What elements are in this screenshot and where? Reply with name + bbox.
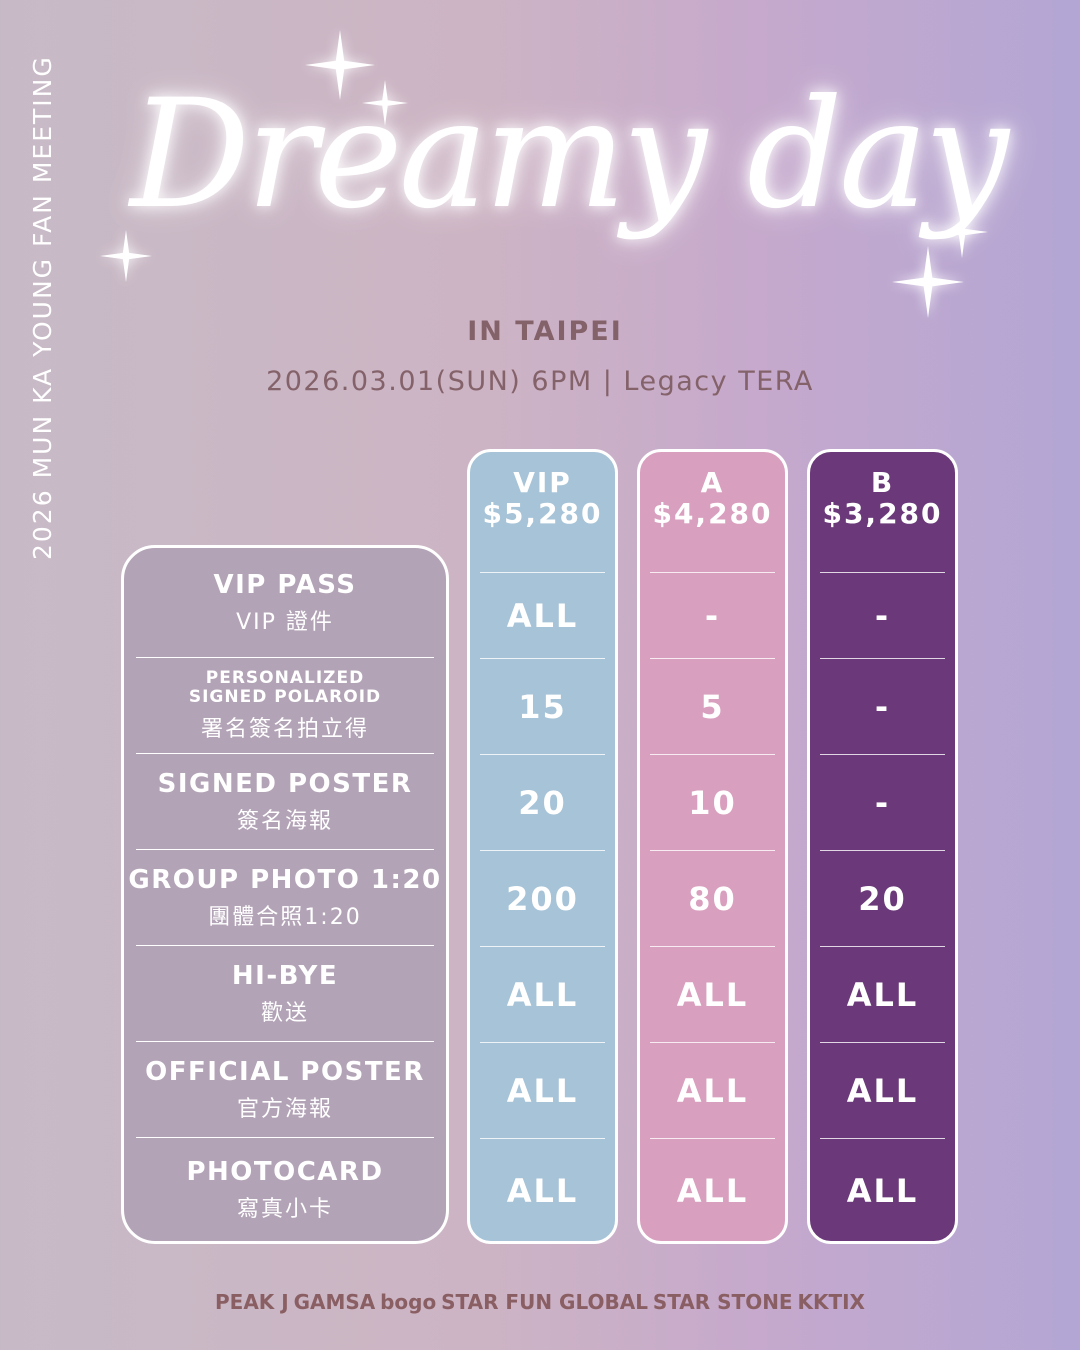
tier-header: A $4,280	[640, 452, 785, 574]
benefit-zh: 團體合照1:20	[208, 904, 362, 930]
benefit-zh: VIP 證件	[236, 609, 334, 635]
tier-cell: 200	[480, 850, 605, 946]
sponsor-logo: KKTIX	[797, 1290, 865, 1314]
benefit-en: PERSONALIZED SIGNED POLAROID	[188, 667, 382, 707]
sparkle-icon	[305, 30, 375, 100]
tier-price: $5,280	[482, 497, 603, 530]
tier-column-a: A $4,280-5 10 80 ALL ALL ALL	[637, 449, 788, 1244]
benefits-column: VIP PASS VIP 證件 PERSONALIZED SIGNED POLARO…	[121, 545, 449, 1244]
tier-cell: 15	[480, 658, 605, 754]
tier-cell: ALL	[820, 1042, 945, 1138]
tier-column-vip: VIP $5,280 ALL 15 20 200 ALL ALL ALL	[467, 449, 618, 1244]
benefit-zh: 署名簽名拍立得	[200, 716, 369, 742]
tier-header: VIP $5,280	[470, 452, 615, 574]
tier-price: $4,280	[652, 497, 773, 530]
tier-cell: ALL	[820, 1138, 945, 1242]
benefit-en: PHOTOCARD	[186, 1157, 384, 1187]
tier-cell: 20	[820, 850, 945, 946]
tier-cell: ALL	[480, 946, 605, 1042]
sponsor-logo: bogo	[380, 1290, 437, 1314]
benefit-row: VIP PASS VIP 證件	[136, 548, 434, 658]
tier-cell: ALL	[480, 1042, 605, 1138]
tier-column-b: B $3,280- - -20 ALL ALL ALL	[807, 449, 958, 1244]
benefit-en: GROUP PHOTO 1:20	[128, 864, 442, 895]
sponsor-logo: STAR FUN GLOBAL	[441, 1290, 648, 1314]
tier-cell: ALL	[650, 1042, 775, 1138]
tier-cell: ALL	[480, 572, 605, 658]
tier-name: A	[700, 466, 725, 499]
sponsor-logo: GAMSA	[293, 1290, 376, 1314]
benefit-en: SIGNED POSTER	[157, 768, 413, 799]
tier-cell: -	[650, 572, 775, 658]
date-venue: 2026.03.01(SUN) 6PM | Legacy TERA	[266, 366, 814, 397]
tier-header: B $3,280	[810, 452, 955, 574]
sponsor-logo: PEAK J	[215, 1290, 289, 1314]
tier-name: VIP	[513, 466, 572, 499]
benefit-zh: 官方海報	[236, 1096, 333, 1122]
sparkle-icon	[936, 206, 988, 258]
title-text: Dreamy day	[130, 68, 1009, 242]
tier-cell: -	[820, 754, 945, 850]
sparkle-icon	[892, 246, 964, 318]
tier-cell: -	[820, 572, 945, 658]
tier-cell: -	[820, 658, 945, 754]
tier-cell: 80	[650, 850, 775, 946]
tier-price: $3,280	[822, 497, 943, 530]
benefit-zh: 簽名海報	[236, 808, 333, 834]
tier-cell: 20	[480, 754, 605, 850]
tier-cell: ALL	[820, 946, 945, 1042]
tier-cell: 10	[650, 754, 775, 850]
tier-cell: ALL	[650, 1138, 775, 1242]
benefit-row: PHOTOCARD 寫真小卡	[136, 1138, 434, 1242]
benefit-zh: 寫真小卡	[236, 1197, 333, 1222]
sparkle-icon	[100, 230, 152, 282]
benefit-zh: 歡送	[260, 1000, 309, 1026]
sparkle-icon	[362, 80, 408, 126]
benefit-en: HI-BYE	[231, 960, 339, 991]
benefit-row: PERSONALIZED SIGNED POLAROID 署名簽名拍立得	[136, 658, 434, 754]
tier-cell: ALL	[650, 946, 775, 1042]
benefit-row: HI-BYE 歡送	[136, 946, 434, 1042]
benefit-en: OFFICIAL POSTER	[145, 1056, 425, 1087]
tier-cell: ALL	[480, 1138, 605, 1242]
sponsor-logos: PEAK J GAMSA bogo STAR FUN GLOBAL STAR STONE…	[215, 1290, 865, 1314]
benefit-en: VIP PASS	[213, 569, 357, 600]
tier-cell: 5	[650, 658, 775, 754]
sponsor-logo: STAR STONE	[652, 1290, 793, 1314]
event-name-vertical: 2026 MUN KA YOUNG FAN MEETING	[28, 55, 57, 560]
tier-name: B	[870, 466, 895, 499]
benefit-row: GROUP PHOTO 1:20 團體合照1:20	[128, 850, 440, 946]
city: IN TAIPEI	[467, 316, 623, 347]
title-logo: Dreamy day	[110, 40, 1009, 280]
benefit-row: OFFICIAL POSTER 官方海報	[136, 1042, 434, 1138]
benefit-row: SIGNED POSTER 簽名海報	[136, 754, 434, 850]
